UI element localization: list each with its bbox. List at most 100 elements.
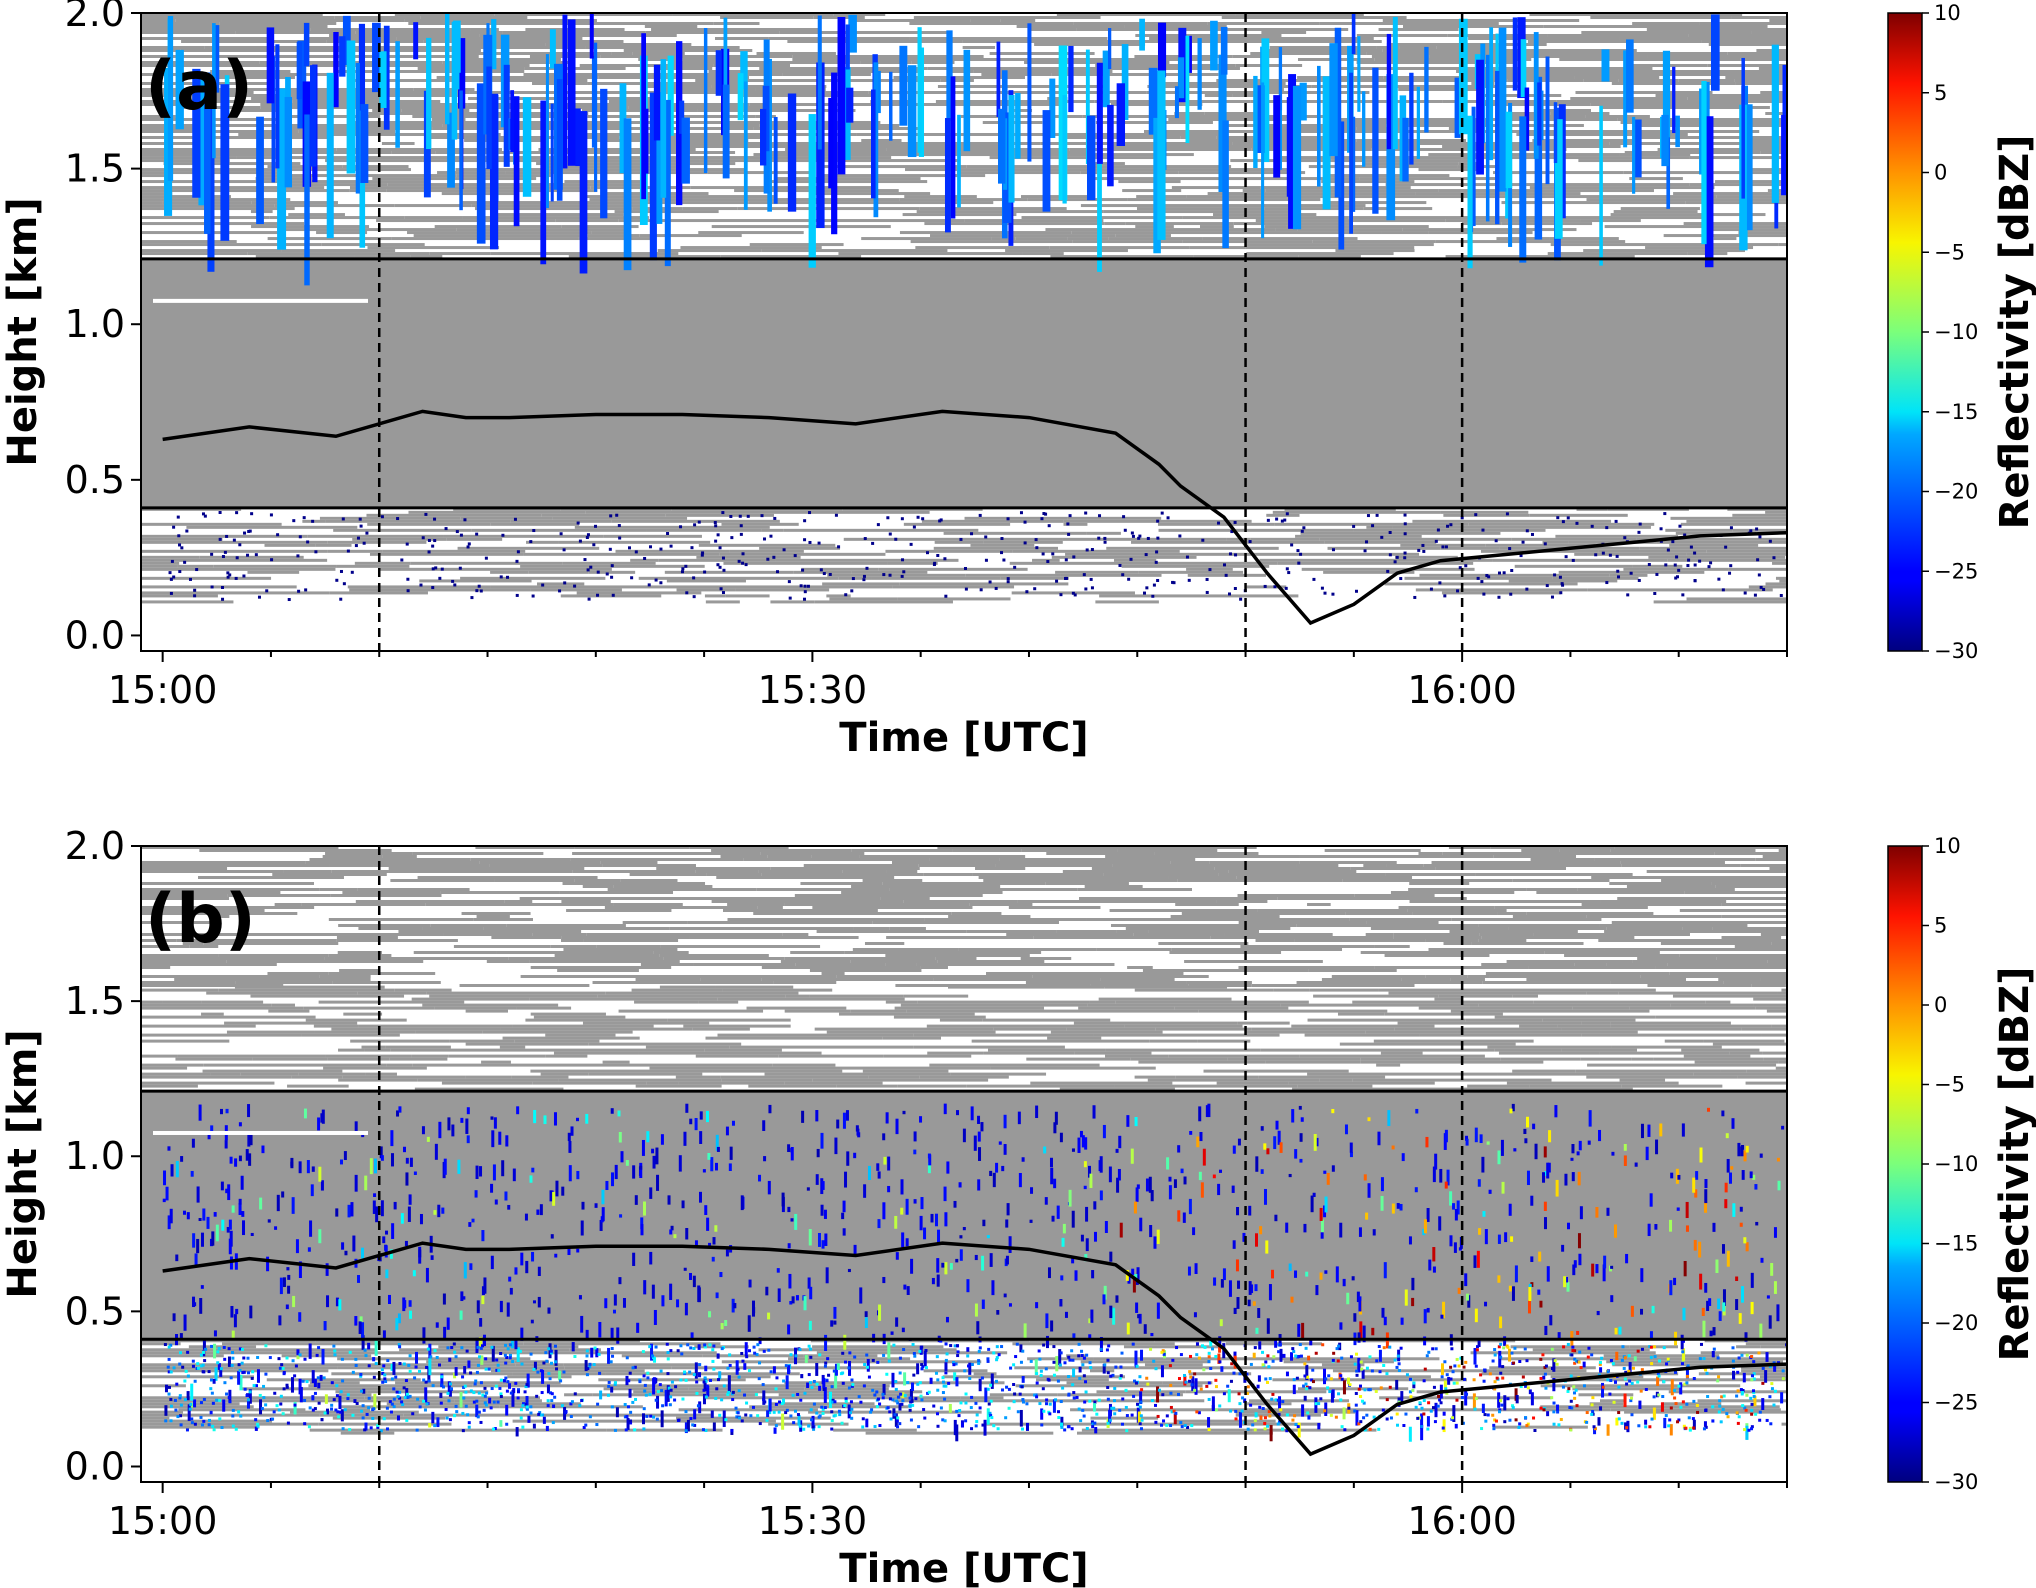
echo-speck bbox=[894, 1380, 898, 1384]
echo-speck bbox=[689, 1118, 693, 1125]
echo-streak bbox=[334, 70, 486, 73]
echo-streak bbox=[1398, 906, 1495, 909]
echo-streak bbox=[1321, 1363, 1365, 1367]
echo-streak bbox=[1210, 936, 1394, 939]
echo-streak bbox=[695, 870, 759, 873]
echo-speck bbox=[1320, 586, 1324, 590]
echo-streak bbox=[404, 19, 572, 22]
echo-speck bbox=[531, 1251, 535, 1262]
echo-streak bbox=[652, 219, 815, 223]
echo-speck bbox=[1311, 1368, 1315, 1372]
echo-streak bbox=[141, 981, 236, 984]
echo-streak bbox=[1778, 1060, 1787, 1064]
echo-speck bbox=[700, 553, 704, 557]
echo-speck bbox=[693, 523, 697, 527]
echo-streak bbox=[1641, 136, 1787, 139]
echo-speck bbox=[1200, 1182, 1204, 1198]
echo-speck bbox=[953, 1200, 957, 1208]
echo-streak bbox=[394, 988, 452, 992]
echo-speck bbox=[259, 1399, 263, 1415]
echo-speck bbox=[490, 1183, 494, 1193]
echo-streak bbox=[939, 1018, 983, 1022]
echo-streak bbox=[434, 1006, 517, 1010]
echo-streak bbox=[1678, 79, 1713, 82]
echo-streak bbox=[1577, 888, 1735, 891]
echo-speck bbox=[505, 1404, 509, 1416]
echo-speck bbox=[1388, 530, 1392, 534]
echo-speck bbox=[957, 1414, 961, 1418]
echo-speck bbox=[1724, 1182, 1728, 1193]
echo-speck bbox=[653, 1309, 657, 1325]
echo-speck bbox=[1532, 1416, 1536, 1420]
echo-streak bbox=[471, 204, 645, 208]
echo-speck bbox=[1312, 577, 1316, 581]
echo-speck bbox=[217, 1346, 221, 1350]
echo-speck bbox=[828, 572, 832, 576]
echo-speck bbox=[311, 1166, 315, 1172]
echo-speck bbox=[963, 1369, 967, 1373]
echo-speck bbox=[478, 1337, 482, 1347]
echo-speck bbox=[1629, 1399, 1633, 1403]
echo-streak bbox=[462, 58, 561, 61]
echo-speck bbox=[278, 1315, 282, 1326]
echo-speck bbox=[1742, 1372, 1746, 1383]
echo-speck bbox=[1464, 1273, 1468, 1287]
echo-streak bbox=[1246, 252, 1394, 256]
echo-speck bbox=[796, 1392, 800, 1396]
echo-speck bbox=[1323, 591, 1327, 595]
echo-speck bbox=[1599, 1406, 1603, 1411]
echo-streak bbox=[1188, 1372, 1252, 1376]
echo-speck bbox=[1271, 1269, 1275, 1279]
echo-streak bbox=[1775, 1066, 1787, 1070]
echo-speck bbox=[1287, 571, 1291, 575]
echo-streak bbox=[1610, 213, 1766, 217]
echo-streak bbox=[1189, 246, 1246, 250]
echo-streak bbox=[202, 1069, 343, 1073]
echo-speck bbox=[859, 1400, 863, 1404]
echo-speck bbox=[1480, 580, 1484, 584]
echo-streak-blue bbox=[256, 116, 264, 225]
echo-speck bbox=[1278, 1396, 1282, 1409]
echo-speck bbox=[583, 558, 587, 562]
echo-streak bbox=[1449, 930, 1578, 933]
echo-speck bbox=[767, 1180, 771, 1195]
echo-streak bbox=[510, 519, 612, 523]
echo-streak bbox=[1418, 168, 1480, 172]
echo-streak bbox=[1512, 879, 1610, 882]
echo-speck bbox=[546, 1384, 550, 1394]
echo-speck bbox=[382, 1330, 386, 1340]
echo-streak bbox=[1684, 1402, 1722, 1406]
echo-streak bbox=[1310, 558, 1493, 562]
echo-streak bbox=[755, 88, 826, 91]
echo-speck bbox=[202, 1340, 206, 1350]
echo-streak bbox=[576, 591, 702, 595]
echo-streak bbox=[1174, 1006, 1289, 1010]
echo-speck bbox=[1617, 575, 1621, 579]
echo-streak bbox=[1442, 145, 1621, 148]
echo-speck bbox=[1051, 552, 1055, 556]
echo-speck bbox=[407, 1363, 411, 1367]
echo-speck bbox=[1649, 1331, 1653, 1339]
echo-speck bbox=[578, 1295, 582, 1300]
echo-streak bbox=[1259, 91, 1370, 94]
echo-streak bbox=[801, 567, 879, 571]
echo-streak bbox=[192, 933, 250, 936]
echo-streak bbox=[1721, 903, 1787, 906]
echo-streak bbox=[899, 582, 1069, 586]
echo-streak bbox=[449, 1039, 515, 1043]
echo-streak bbox=[707, 171, 812, 175]
echo-streak bbox=[697, 109, 727, 112]
echo-speck bbox=[1503, 1395, 1507, 1411]
echo-speck bbox=[1063, 1428, 1067, 1432]
echo-streak-blue bbox=[1197, 38, 1202, 110]
echo-speck bbox=[1427, 1350, 1431, 1354]
echo-speck bbox=[1040, 1408, 1044, 1420]
echo-streak bbox=[422, 159, 488, 163]
echo-speck bbox=[1143, 1324, 1147, 1334]
echo-speck bbox=[243, 531, 247, 535]
echo-speck bbox=[1396, 1354, 1400, 1358]
echo-speck bbox=[1162, 1352, 1166, 1356]
echo-speck bbox=[385, 1269, 389, 1279]
echo-streak bbox=[772, 1063, 836, 1067]
echo-speck bbox=[218, 537, 222, 541]
